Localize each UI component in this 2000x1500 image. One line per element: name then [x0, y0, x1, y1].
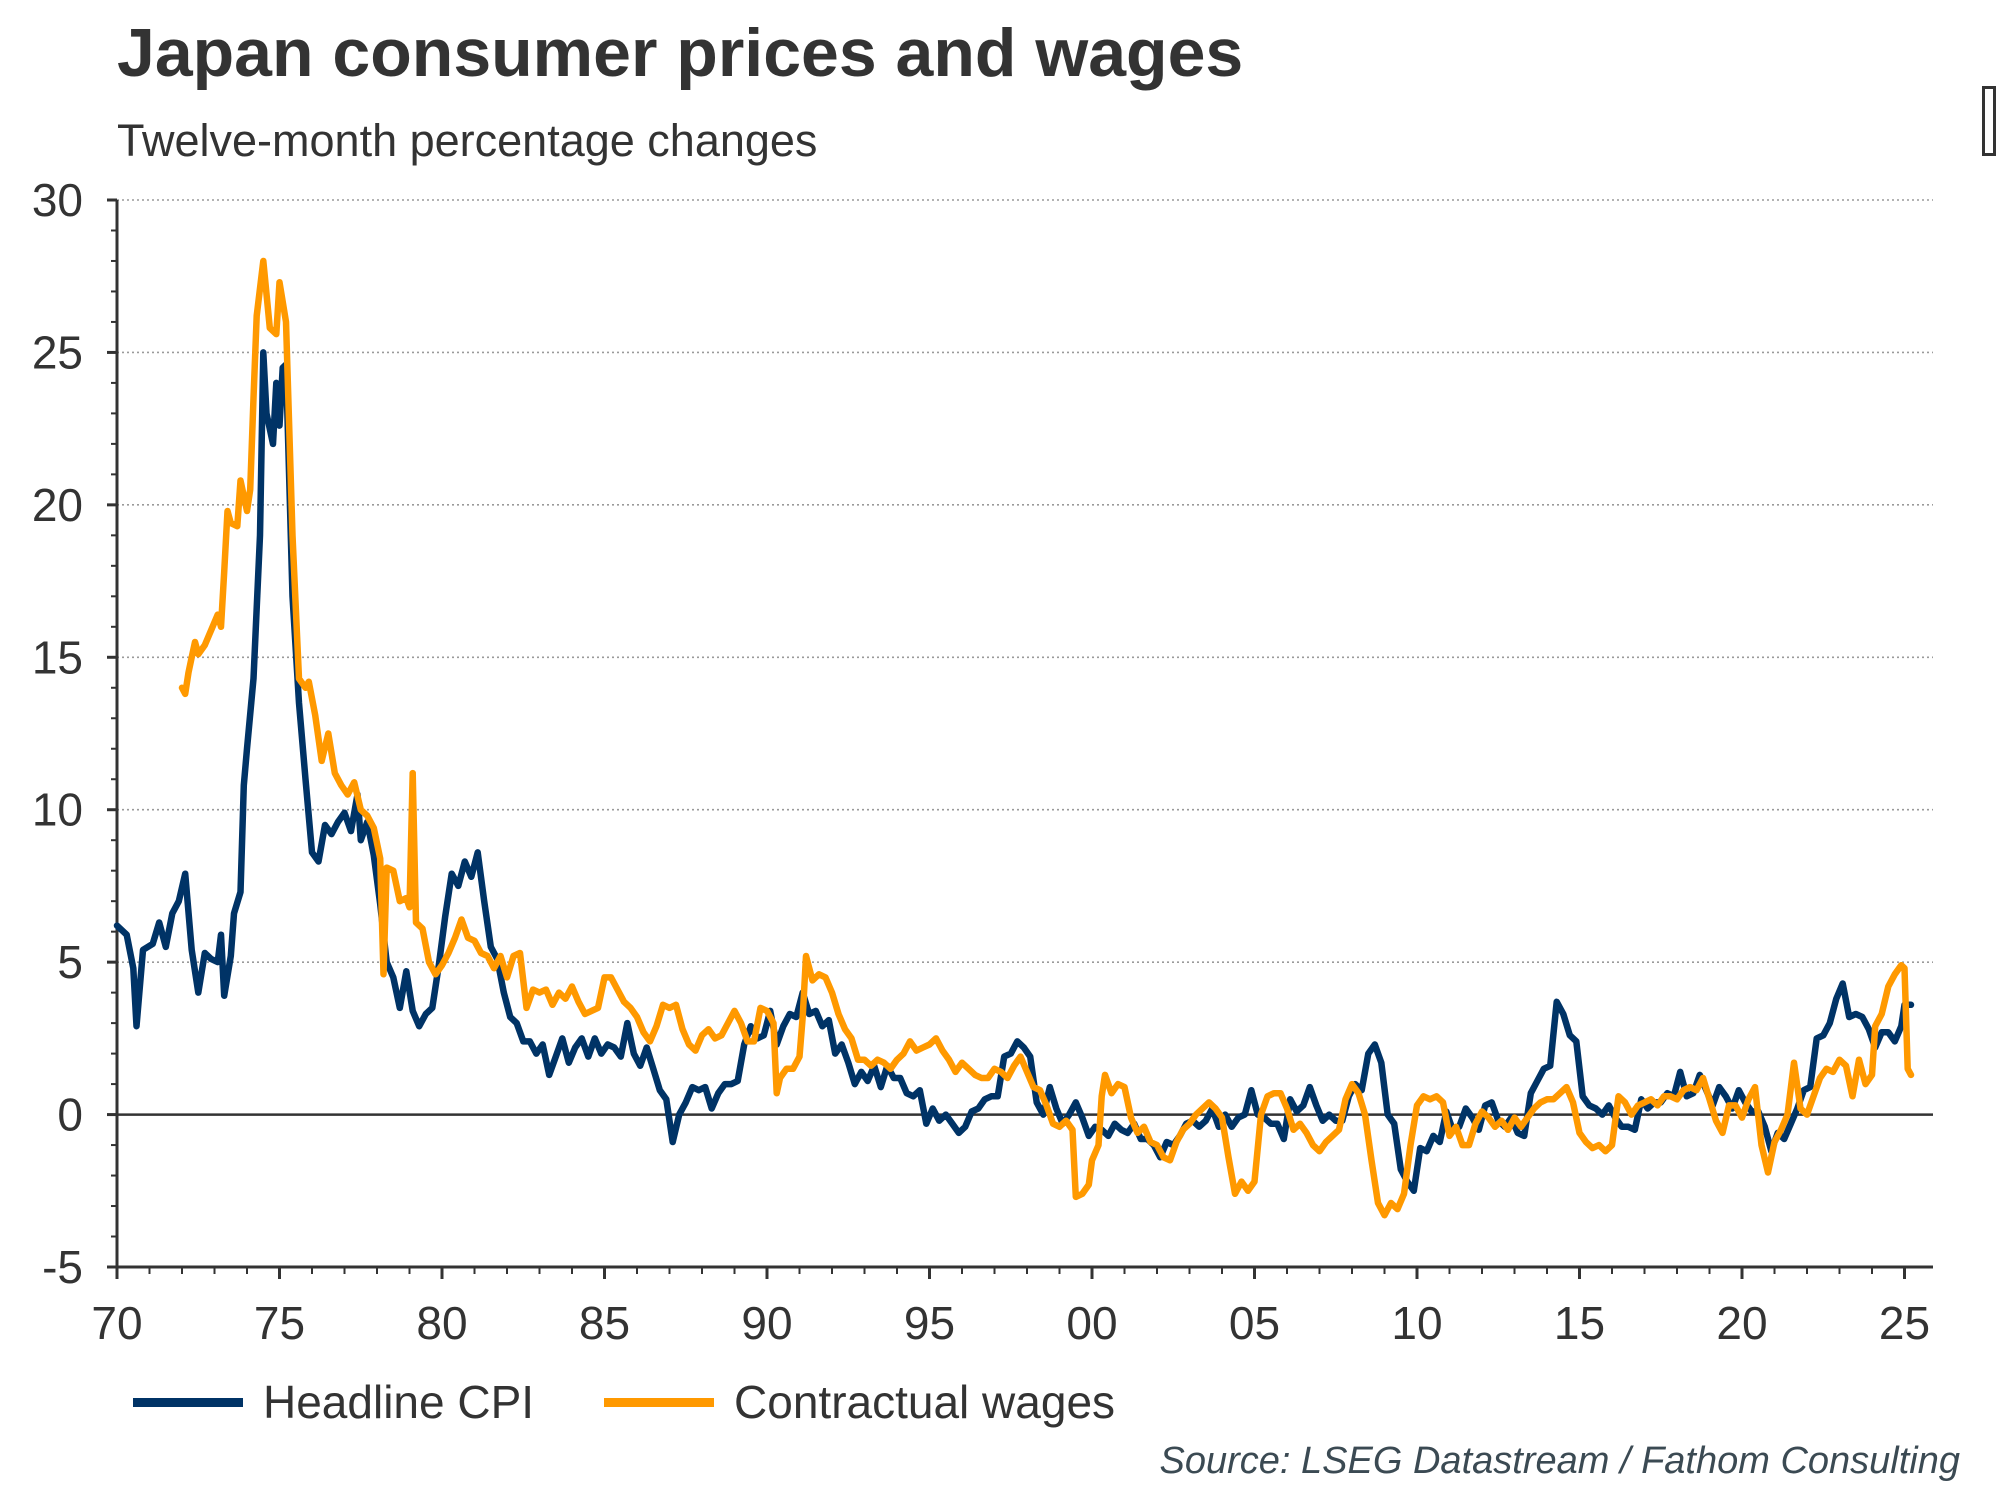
chart-subtitle: Twelve-month percentage changes [117, 115, 818, 166]
legend-item-headline-cpi: Headline CPI [133, 1375, 534, 1429]
x-tick-label: 95 [904, 1297, 955, 1349]
y-tick-label: 10 [32, 784, 83, 836]
y-axis-ticks: -5 0 5 10 15 20 25 30 [32, 174, 117, 1293]
x-tick-label: 15 [1554, 1297, 1605, 1349]
x-tick-label: 25 [1879, 1297, 1930, 1349]
legend-item-contractual-wages: Contractual wages [604, 1375, 1115, 1429]
x-tick-label: 70 [91, 1297, 142, 1349]
y-tick-label: 20 [32, 479, 83, 531]
series-line-contractual-wages [178, 257, 1915, 1219]
legend-swatch-headline-cpi [133, 1397, 243, 1407]
legend-label: Headline CPI [263, 1376, 535, 1428]
gridlines [117, 199, 1933, 963]
legend: Headline CPI Contractual wages [133, 1372, 1185, 1432]
y-tick-label: 5 [57, 936, 83, 988]
x-tick-label: 90 [741, 1297, 792, 1349]
x-tick-label: 10 [1391, 1297, 1442, 1349]
x-tick-label: 80 [416, 1297, 467, 1349]
corner-frame-icon [1982, 86, 1996, 156]
x-tick-label: 20 [1716, 1297, 1767, 1349]
legend-swatch-contractual-wages [604, 1397, 715, 1407]
y-tick-label: 25 [32, 326, 83, 378]
y-tick-label: 0 [57, 1089, 83, 1141]
chart-title: Japan consumer prices and wages [117, 15, 1244, 91]
y-tick-label: -5 [42, 1241, 83, 1293]
x-axis-ticks: 70 75 80 85 90 95 00 05 10 15 20 25 [91, 1267, 1930, 1349]
x-tick-label: 85 [579, 1297, 630, 1349]
series-lines [113, 257, 1915, 1219]
y-tick-label: 30 [32, 174, 83, 226]
source-note: Source: LSEG Datastream / Fathom Consult… [1159, 1440, 1960, 1482]
x-tick-label: 05 [1229, 1297, 1280, 1349]
x-tick-label: 75 [254, 1297, 305, 1349]
legend-label: Contractual wages [734, 1376, 1116, 1428]
x-tick-label: 00 [1066, 1297, 1117, 1349]
y-tick-label: 15 [32, 631, 83, 683]
axes [107, 200, 1933, 1277]
